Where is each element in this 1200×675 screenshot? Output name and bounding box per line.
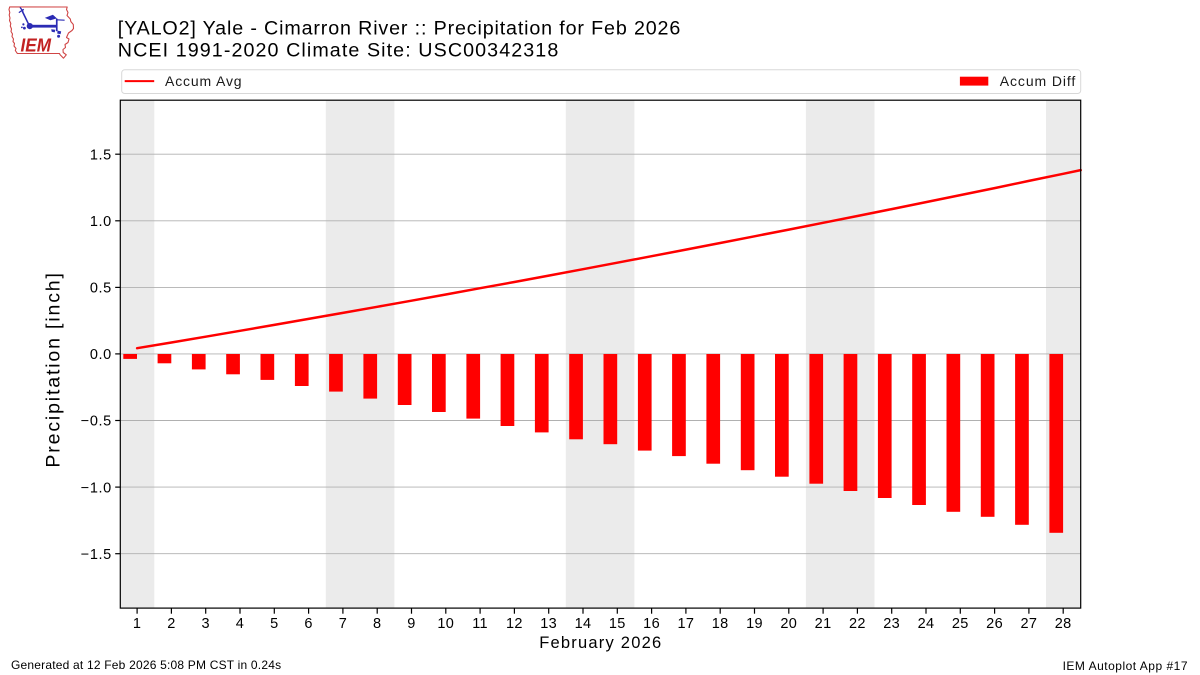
svg-text:8: 8 [373, 616, 381, 632]
svg-text:28: 28 [1055, 616, 1072, 632]
svg-text:14: 14 [575, 616, 592, 632]
svg-text:IEM: IEM [21, 34, 52, 55]
svg-text:15: 15 [609, 616, 626, 632]
svg-text:Generated at 12 Feb 2026 5:08: Generated at 12 Feb 2026 5:08 PM CST in … [11, 658, 281, 672]
svg-text:27: 27 [1020, 616, 1037, 632]
svg-text:26: 26 [986, 616, 1003, 632]
svg-text:4: 4 [236, 616, 244, 632]
svg-text:[YALO2] Yale - Cimarron River: [YALO2] Yale - Cimarron River :: Precipi… [118, 18, 681, 40]
svg-text:16: 16 [643, 616, 660, 632]
svg-text:18: 18 [712, 616, 729, 632]
svg-text:0.0: 0.0 [90, 347, 112, 363]
svg-text:3: 3 [201, 616, 209, 632]
svg-text:NCEI 1991-2020 Climate Site: U: NCEI 1991-2020 Climate Site: USC00342318 [118, 40, 560, 62]
svg-text:23: 23 [883, 616, 900, 632]
svg-text:21: 21 [815, 616, 832, 632]
svg-text:17: 17 [677, 616, 694, 632]
svg-text:−0.5: −0.5 [81, 414, 112, 430]
svg-text:12: 12 [506, 616, 523, 632]
svg-text:Accum Avg: Accum Avg [165, 73, 242, 89]
svg-text:1: 1 [133, 616, 141, 632]
svg-text:1.0: 1.0 [90, 214, 112, 230]
svg-text:0.5: 0.5 [90, 281, 112, 297]
svg-text:7: 7 [339, 616, 347, 632]
svg-text:−1.0: −1.0 [81, 480, 112, 496]
svg-text:22: 22 [849, 616, 866, 632]
svg-text:Precipitation [inch]: Precipitation [inch] [43, 271, 65, 467]
svg-text:11: 11 [472, 616, 488, 632]
svg-text:5: 5 [270, 616, 278, 632]
svg-text:24: 24 [918, 616, 935, 632]
svg-text:Accum Diff: Accum Diff [1000, 73, 1076, 89]
svg-text:9: 9 [407, 616, 415, 632]
svg-text:13: 13 [540, 616, 557, 632]
svg-text:2: 2 [167, 616, 175, 632]
svg-text:February 2026: February 2026 [539, 634, 662, 652]
svg-text:−1.5: −1.5 [81, 547, 112, 563]
svg-text:10: 10 [437, 616, 454, 632]
svg-text:20: 20 [780, 616, 797, 632]
svg-text:6: 6 [304, 616, 312, 632]
svg-text:IEM Autoplot App #17: IEM Autoplot App #17 [1063, 659, 1188, 673]
svg-text:19: 19 [746, 616, 763, 632]
svg-text:25: 25 [952, 616, 969, 632]
svg-text:1.5: 1.5 [90, 147, 112, 163]
